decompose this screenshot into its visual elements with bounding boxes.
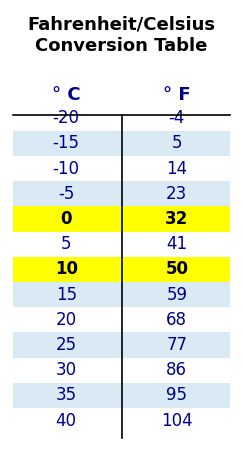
Text: 10: 10 [55, 260, 78, 278]
Text: 35: 35 [56, 386, 77, 404]
Text: 95: 95 [166, 386, 187, 404]
Text: -15: -15 [53, 135, 80, 153]
FancyBboxPatch shape [13, 282, 230, 307]
FancyBboxPatch shape [13, 106, 230, 131]
FancyBboxPatch shape [13, 358, 230, 383]
Text: 41: 41 [166, 235, 187, 253]
FancyBboxPatch shape [13, 408, 230, 433]
Text: ° F: ° F [163, 86, 191, 104]
FancyBboxPatch shape [13, 383, 230, 408]
Text: ° C: ° C [52, 86, 81, 104]
Text: 5: 5 [61, 235, 71, 253]
Text: -5: -5 [58, 185, 74, 203]
Text: 25: 25 [56, 336, 77, 354]
Text: -10: -10 [53, 160, 80, 177]
Text: 0: 0 [61, 210, 72, 228]
Text: 20: 20 [56, 311, 77, 329]
Text: 104: 104 [161, 412, 192, 430]
FancyBboxPatch shape [13, 332, 230, 358]
Text: 15: 15 [56, 286, 77, 304]
Text: 5: 5 [172, 135, 182, 153]
Text: -4: -4 [169, 109, 185, 127]
FancyBboxPatch shape [13, 207, 230, 231]
Text: Fahrenheit/Celsius
Conversion Table: Fahrenheit/Celsius Conversion Table [27, 15, 216, 55]
FancyBboxPatch shape [13, 156, 230, 181]
FancyBboxPatch shape [13, 257, 230, 282]
Text: 50: 50 [165, 260, 188, 278]
Text: 32: 32 [165, 210, 188, 228]
Text: 30: 30 [56, 361, 77, 379]
Text: 59: 59 [166, 286, 187, 304]
FancyBboxPatch shape [13, 231, 230, 257]
Text: 77: 77 [166, 336, 187, 354]
Text: 14: 14 [166, 160, 187, 177]
Text: 68: 68 [166, 311, 187, 329]
Text: 40: 40 [56, 412, 77, 430]
FancyBboxPatch shape [13, 181, 230, 207]
Text: -20: -20 [53, 109, 80, 127]
Text: 23: 23 [166, 185, 187, 203]
FancyBboxPatch shape [13, 131, 230, 156]
FancyBboxPatch shape [13, 307, 230, 332]
Text: 86: 86 [166, 361, 187, 379]
